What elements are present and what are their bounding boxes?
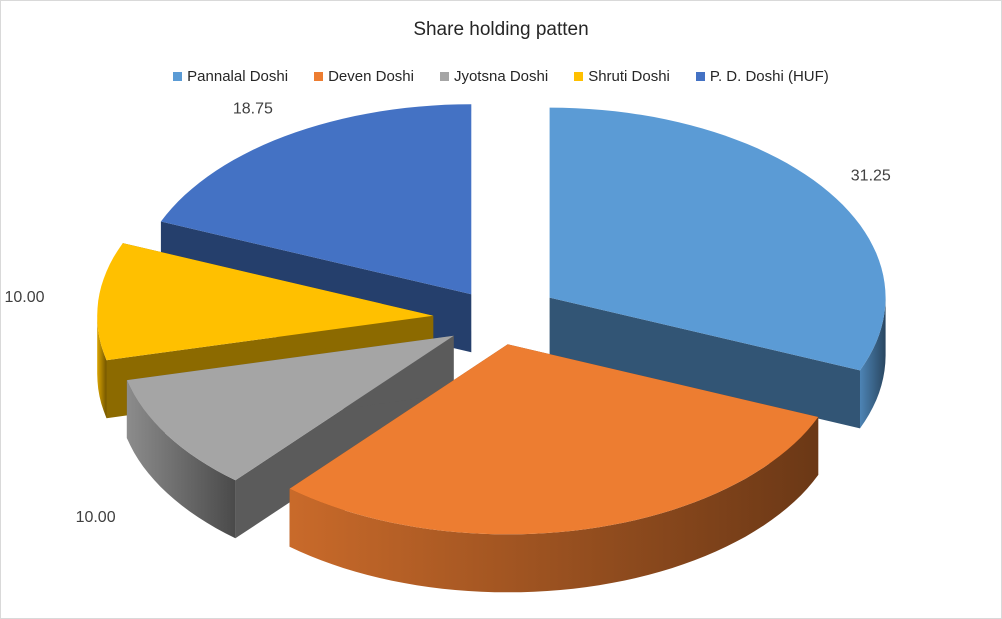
legend-label: P. D. Doshi (HUF) xyxy=(709,68,829,85)
pie-slice-jyotsna-doshi xyxy=(126,335,454,539)
chart-title: Share holding patten xyxy=(413,19,589,40)
slice-top xyxy=(97,243,434,361)
pie-slice-deven-doshi xyxy=(289,344,819,593)
slice-top xyxy=(126,335,454,481)
legend-label: Deven Doshi xyxy=(328,68,414,85)
slice-side xyxy=(860,297,886,429)
legend-swatch xyxy=(695,72,705,81)
legend-swatch xyxy=(439,72,449,81)
slice-side xyxy=(126,380,236,539)
legend-item-pannalal-doshi: Pannalal Doshi xyxy=(173,68,288,85)
legend: Pannalal Doshi Deven Doshi Jyotsna Doshi… xyxy=(1,68,1001,85)
legend-label: Jyotsna Doshi xyxy=(453,68,549,85)
legend-label: Shruti Doshi xyxy=(588,68,670,85)
slice-top xyxy=(549,107,886,371)
slice-wall xyxy=(549,297,860,429)
legend-item-jyotsna-doshi: Jyotsna Doshi xyxy=(439,68,549,85)
slice-top xyxy=(160,104,472,295)
slice-side xyxy=(97,315,107,419)
data-label: 10.00 xyxy=(76,509,116,526)
legend-swatch xyxy=(173,72,183,81)
slice-side xyxy=(289,417,819,593)
legend-item-shruti-doshi: Shruti Doshi xyxy=(574,68,670,85)
legend-swatch xyxy=(314,72,324,81)
slice-top xyxy=(289,344,819,535)
data-label: 10.00 xyxy=(4,289,44,306)
legend-item-pd-doshi-huf: P. D. Doshi (HUF) xyxy=(695,68,829,85)
data-label: 31.25 xyxy=(851,168,891,185)
legend-swatch xyxy=(574,72,584,81)
data-label: 18.75 xyxy=(233,101,273,118)
legend-item-deven-doshi: Deven Doshi xyxy=(314,68,414,85)
pie-slice-pannalal-doshi xyxy=(549,107,886,429)
legend-label: Pannalal Doshi xyxy=(187,68,289,85)
